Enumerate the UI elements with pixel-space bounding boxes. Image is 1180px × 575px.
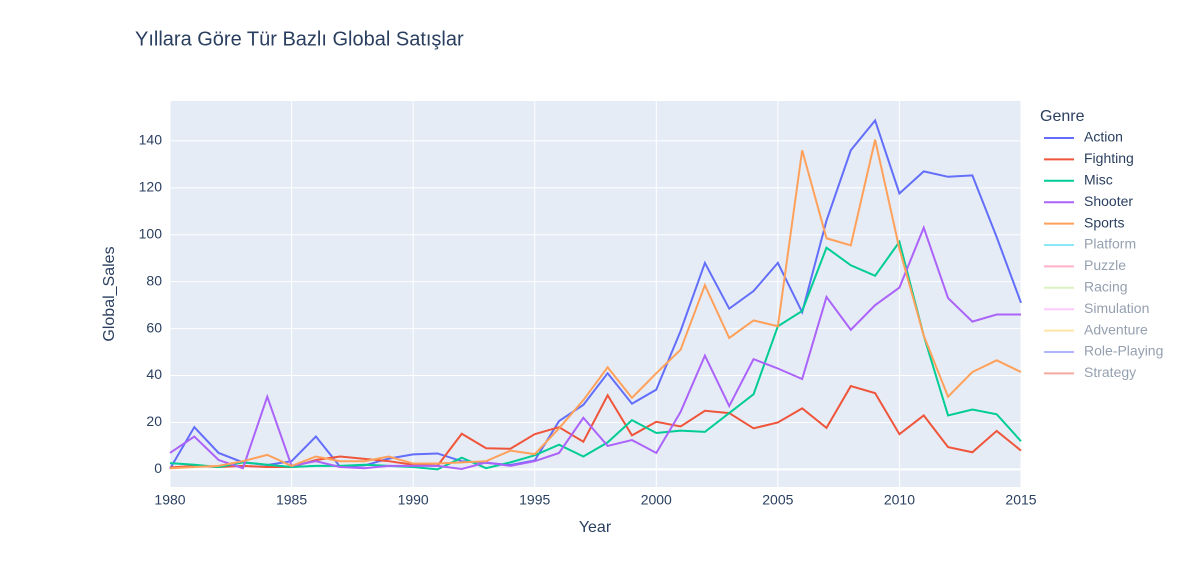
legend-label: Simulation [1084,300,1149,316]
x-axis-title: Year [579,519,612,536]
legend-label: Shooter [1084,193,1133,209]
x-tick-label: 2000 [641,492,672,508]
y-tick-label: 0 [154,460,162,476]
y-tick-label: 40 [146,366,162,382]
legend-label: Racing [1084,279,1128,295]
legend-label: Platform [1084,236,1136,252]
x-tick-label: 1995 [519,492,550,508]
y-tick-label: 60 [146,319,162,335]
legend-label: Sports [1084,214,1124,230]
legend-label: Puzzle [1084,257,1126,273]
y-axis-title: Global_Sales [101,246,118,341]
series-line [169,224,1021,470]
y-tick-label: 80 [146,272,162,288]
y-tick-label: 140 [139,132,163,148]
plot-area [170,101,1021,487]
series-line [169,139,1022,470]
legend-label: Fighting [1084,150,1134,166]
y-tick-label: 120 [139,179,163,195]
y-tick-label: 100 [139,225,163,241]
legend-label: Adventure [1084,321,1148,337]
legend-label: Strategy [1084,364,1136,380]
series-line [169,239,1022,471]
x-tick-label: 1980 [154,492,185,508]
legend-label: Misc [1084,172,1113,188]
x-tick-label: 2015 [1005,492,1036,508]
x-tick-label: 2010 [884,492,915,508]
y-tick-label: 20 [146,413,162,429]
legend-label: Action [1084,129,1123,145]
legend-title: Genre [1040,108,1085,125]
series-line [169,118,1022,470]
chart-title: Yıllara Göre Tür Bazlı Global Satışlar [135,28,464,50]
x-tick-label: 2005 [762,492,793,508]
x-tick-label: 1990 [398,492,429,508]
x-tick-label: 1985 [276,492,307,508]
legend-label: Role-Playing [1084,343,1163,359]
